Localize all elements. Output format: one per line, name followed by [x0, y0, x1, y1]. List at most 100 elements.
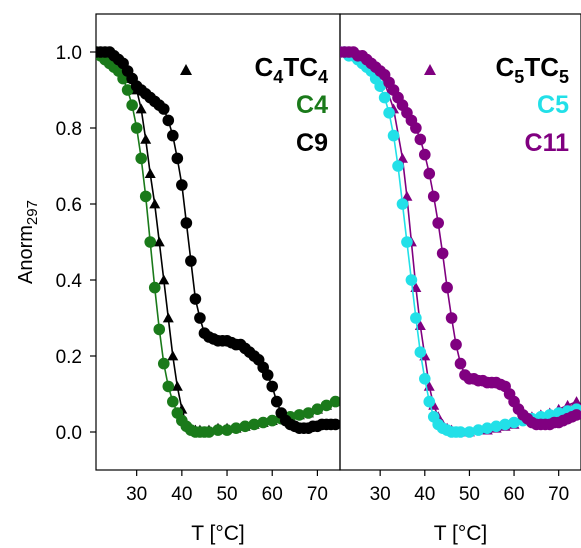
data-point-C4TC4	[158, 274, 170, 285]
data-point-C4	[320, 399, 333, 412]
legend-marker-triangle	[180, 64, 192, 75]
data-point-C9	[270, 395, 283, 408]
data-point-C5	[423, 395, 436, 408]
data-point-C5	[378, 91, 391, 104]
legend-label-c5: C5	[537, 91, 569, 119]
data-point-C5	[463, 426, 476, 438]
x-tick-label: 50	[459, 484, 480, 505]
data-point-C4	[157, 357, 170, 370]
plot-frame	[339, 13, 581, 471]
data-point-C11	[427, 190, 440, 203]
data-point-C9	[194, 312, 206, 324]
legend-label-complex: C4TC4	[255, 52, 328, 87]
data-point-C4	[212, 424, 224, 436]
data-point-C4	[248, 418, 260, 431]
data-point-C4	[130, 122, 143, 134]
data-point-C5	[383, 107, 395, 119]
data-point-C4	[162, 380, 175, 393]
right-panel: 30 40 50 60 70 T [°C] C5TC5 C5 C11	[339, 13, 581, 545]
data-point-C4	[230, 422, 242, 435]
data-point-C5	[481, 422, 494, 435]
data-point-C4	[153, 323, 166, 336]
data-point-C5	[499, 418, 511, 431]
data-point-C5	[454, 426, 467, 438]
data-point-C5	[418, 373, 431, 385]
legend-marker-triangle	[424, 64, 436, 75]
x-tick-label: 70	[548, 484, 569, 505]
data-point-C9	[180, 217, 193, 229]
x-tick-label: 30	[370, 484, 391, 505]
legend-label-complex: C5TC5	[496, 52, 569, 87]
data-point-C9	[185, 255, 197, 267]
data-point-C4	[239, 420, 251, 433]
data-point-C5	[508, 416, 520, 429]
series-group	[340, 46, 581, 438]
data-point-C4	[329, 395, 340, 408]
data-point-C4	[139, 190, 152, 203]
data-point-C11	[450, 338, 462, 351]
data-point-C11	[410, 122, 422, 134]
x-tick-label: 60	[503, 484, 524, 505]
data-point-C4TC4	[162, 312, 174, 323]
data-point-C4	[148, 281, 161, 294]
x-tick-label: 40	[414, 484, 435, 505]
y-tick-label: 1.0	[56, 43, 82, 64]
data-point-C9	[162, 114, 175, 127]
data-point-C11	[570, 409, 581, 421]
data-point-C4	[311, 403, 324, 416]
legend-label-c9: C9	[296, 129, 328, 157]
data-point-C11	[454, 357, 467, 370]
data-point-C11	[432, 217, 444, 229]
data-point-C4TC4	[149, 198, 161, 209]
data-point-C5TC5	[396, 152, 408, 163]
data-point-C4	[221, 424, 233, 436]
data-point-C4	[302, 407, 315, 419]
data-point-C4TC4	[167, 350, 179, 361]
data-point-C11	[418, 148, 431, 161]
data-point-C5	[490, 420, 503, 433]
data-point-C11	[414, 133, 427, 146]
data-point-C5TC5	[401, 190, 413, 201]
data-point-C9	[329, 418, 340, 431]
data-point-C11	[445, 312, 458, 324]
y-tick-label: 0.8	[56, 119, 82, 140]
data-point-C9	[189, 293, 202, 305]
x-tick-label: 40	[171, 484, 192, 505]
data-point-C4	[203, 426, 215, 438]
data-point-C5	[387, 129, 400, 142]
data-point-C4	[167, 395, 179, 408]
data-point-C5	[472, 424, 485, 436]
x-axis-label: T [°C]	[191, 522, 245, 545]
y-tick-label: 0.4	[56, 271, 83, 292]
y-tick-label: 0.2	[56, 347, 82, 368]
data-point-C4TC4	[135, 103, 147, 114]
x-tick-label: 50	[216, 484, 237, 505]
data-point-C4	[257, 416, 269, 429]
data-point-C11	[423, 167, 436, 180]
data-point-C4	[144, 236, 157, 248]
data-point-C9	[171, 152, 184, 165]
series-group	[96, 46, 340, 438]
data-point-C4	[266, 414, 279, 427]
data-point-C9	[266, 380, 279, 393]
data-point-C5	[396, 198, 409, 210]
data-point-C9	[157, 103, 170, 115]
data-point-C5TC5	[571, 396, 581, 406]
x-tick-label: 30	[126, 484, 147, 505]
data-point-C11	[441, 281, 453, 294]
data-point-C9	[167, 129, 179, 142]
data-point-C9	[261, 369, 274, 381]
y-tick-label: 0.0	[56, 423, 82, 444]
data-point-C11	[436, 247, 449, 260]
data-point-C5	[405, 274, 418, 286]
legend-label-c4: C4	[296, 91, 328, 119]
data-point-C4TC4	[153, 236, 165, 247]
data-point-C4TC4	[140, 133, 152, 144]
data-point-C4	[135, 152, 147, 165]
data-point-C5	[401, 236, 413, 248]
x-tick-label: 70	[307, 484, 328, 505]
y-axis-label: Anorm297	[15, 200, 41, 284]
data-point-C4	[126, 99, 138, 111]
data-point-C5	[410, 312, 422, 324]
